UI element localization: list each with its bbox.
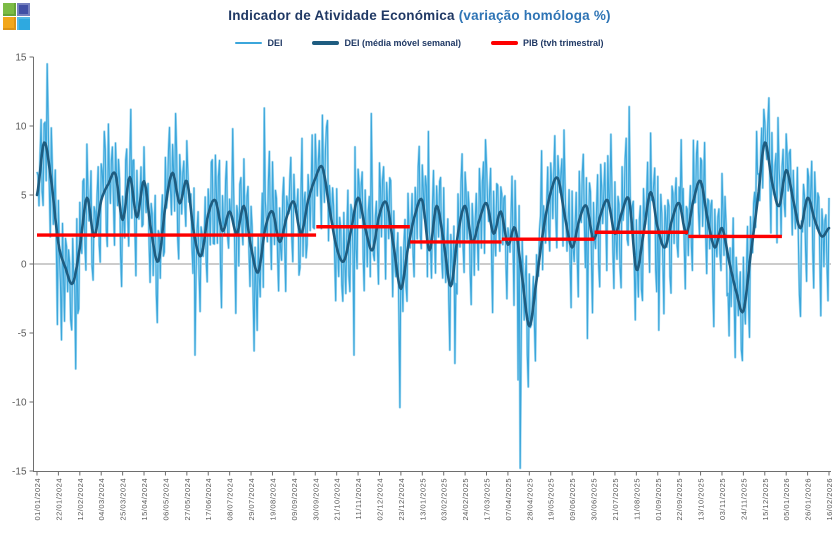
colored-squares-logo	[3, 3, 30, 30]
y-tick-label: -10	[12, 398, 27, 409]
x-tick-label: 09/09/2024	[290, 478, 299, 521]
y-tick-label: -15	[12, 467, 27, 478]
x-tick-label: 23/12/2024	[397, 478, 406, 521]
x-tick-label: 30/09/2024	[311, 478, 320, 521]
legend-item-pib: PIB (tvh trimestral)	[491, 38, 604, 48]
chart-title-main: Indicador de Atividade Económica	[228, 8, 455, 23]
x-tick-label: 15/12/2025	[761, 478, 770, 521]
legend-label-dei-weekly-ma: DEI (média móvel semanal)	[344, 38, 462, 48]
y-axis: 15 10 5 0 -5 -10 -15	[12, 53, 34, 478]
legend-swatch-dei-line	[235, 42, 263, 44]
x-tick-label: 15/04/2024	[140, 478, 149, 521]
x-tick-label: 08/07/2024	[226, 478, 235, 521]
legend-swatch-pib-line	[491, 41, 519, 45]
x-tick-label: 02/12/2024	[375, 478, 384, 521]
x-tick-label: 07/04/2025	[504, 478, 513, 521]
x-tick-label: 06/05/2024	[161, 478, 170, 521]
legend-swatch-dei-weekly-ma-line	[312, 41, 340, 45]
y-tick-label: 0	[21, 260, 27, 271]
x-tick-label: 19/05/2025	[547, 478, 556, 521]
x-tick-label: 30/06/2025	[590, 478, 599, 521]
x-tick-label: 04/03/2024	[97, 478, 106, 521]
x-tick-label: 19/08/2024	[268, 478, 277, 521]
x-tick-label: 03/02/2025	[440, 478, 449, 521]
x-tick-label: 11/11/2024	[354, 478, 363, 519]
x-tick-label: 11/08/2025	[632, 478, 641, 520]
x-tick-label: 28/04/2025	[525, 478, 534, 521]
x-tick-label: 22/01/2024	[54, 478, 63, 521]
chart-title-highlight: (variação homóloga %)	[458, 8, 611, 23]
series-dei-weekly-ma	[35, 141, 831, 328]
y-tick-label: -5	[18, 329, 27, 340]
x-tick-label: 21/10/2024	[333, 478, 342, 521]
x-tick-label: 24/02/2025	[461, 478, 470, 521]
x-tick-label: 13/10/2025	[697, 478, 706, 521]
logo-square-top-left	[3, 3, 16, 16]
x-tick-label: 16/02/2026	[825, 478, 834, 521]
x-tick-label: 17/03/2025	[483, 478, 492, 521]
series-dei-daily	[35, 62, 831, 470]
x-axis: 01/01/2024 22/01/2024 12/02/2024 04/03/2024…	[33, 471, 834, 521]
x-tick-label: 17/06/2024	[204, 478, 213, 521]
x-tick-label: 29/07/2024	[247, 478, 256, 521]
x-tick-label: 22/09/2025	[675, 478, 684, 521]
x-tick-label: 03/11/2025	[718, 478, 727, 520]
x-tick-label: 05/01/2026	[782, 478, 791, 521]
y-tick-label: 5	[21, 191, 27, 202]
x-tick-label: 24/11/2025	[739, 478, 748, 520]
x-tick-label: 09/06/2025	[568, 478, 577, 521]
chart-legend: DEI DEI (média móvel semanal) PIB (tvh t…	[0, 38, 839, 48]
y-tick-label: 10	[15, 122, 27, 133]
chart-title: Indicador de Atividade Económica (variaçã…	[0, 8, 839, 23]
x-tick-label: 12/02/2024	[76, 478, 85, 521]
y-tick-label: 15	[15, 53, 27, 64]
x-tick-label: 25/03/2024	[119, 478, 128, 521]
legend-item-dei-weekly-ma: DEI (média móvel semanal)	[312, 38, 461, 48]
logo-square-top-right	[17, 3, 30, 16]
x-tick-label: 13/01/2025	[418, 478, 427, 521]
x-tick-label: 21/07/2025	[611, 478, 620, 521]
legend-label-pib: PIB (tvh trimestral)	[523, 38, 604, 48]
x-tick-label: 26/01/2026	[804, 478, 813, 521]
series-pib-quarterly	[37, 225, 782, 244]
logo-square-bottom-left	[3, 17, 16, 30]
legend-label-dei: DEI	[267, 38, 283, 48]
legend-item-dei: DEI	[235, 38, 282, 48]
logo-square-bottom-right	[17, 17, 30, 30]
x-tick-label: 01/01/2024	[33, 478, 42, 521]
x-tick-label: 01/09/2025	[654, 478, 663, 521]
x-tick-label: 27/05/2024	[183, 478, 192, 521]
